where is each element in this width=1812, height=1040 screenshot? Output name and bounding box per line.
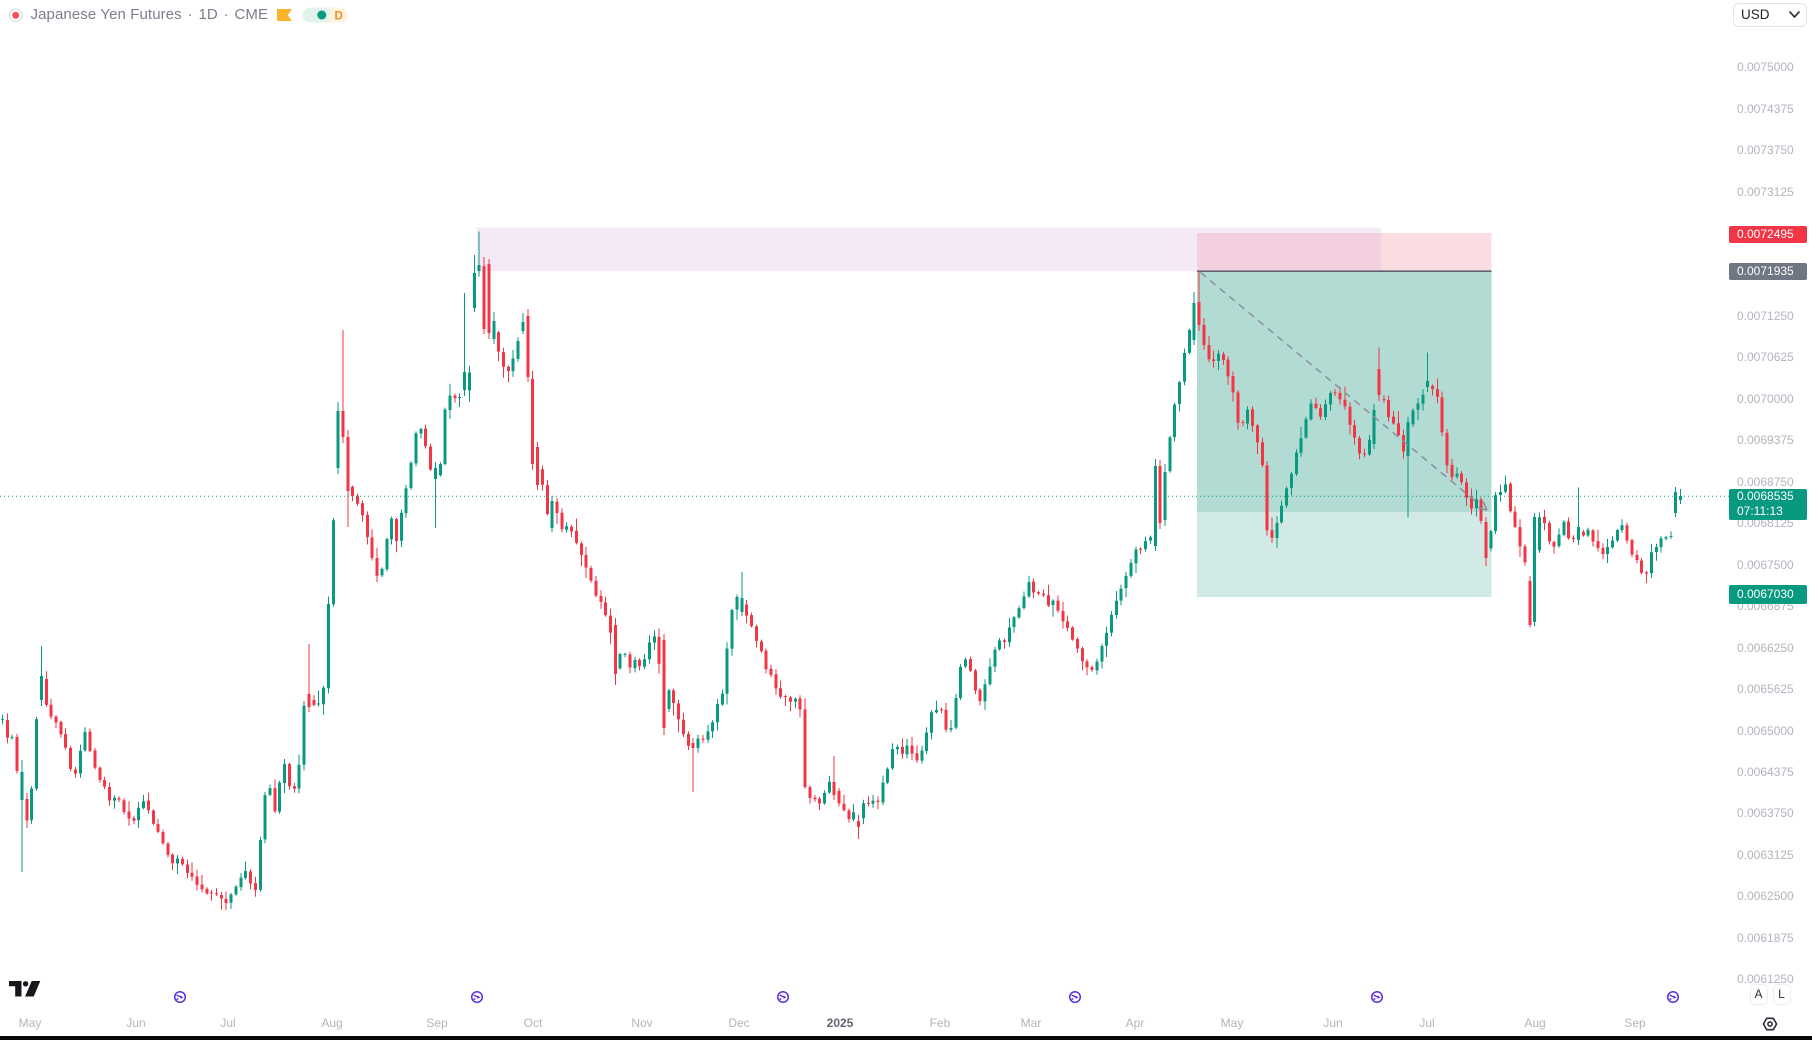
svg-text:D: D	[335, 10, 343, 22]
